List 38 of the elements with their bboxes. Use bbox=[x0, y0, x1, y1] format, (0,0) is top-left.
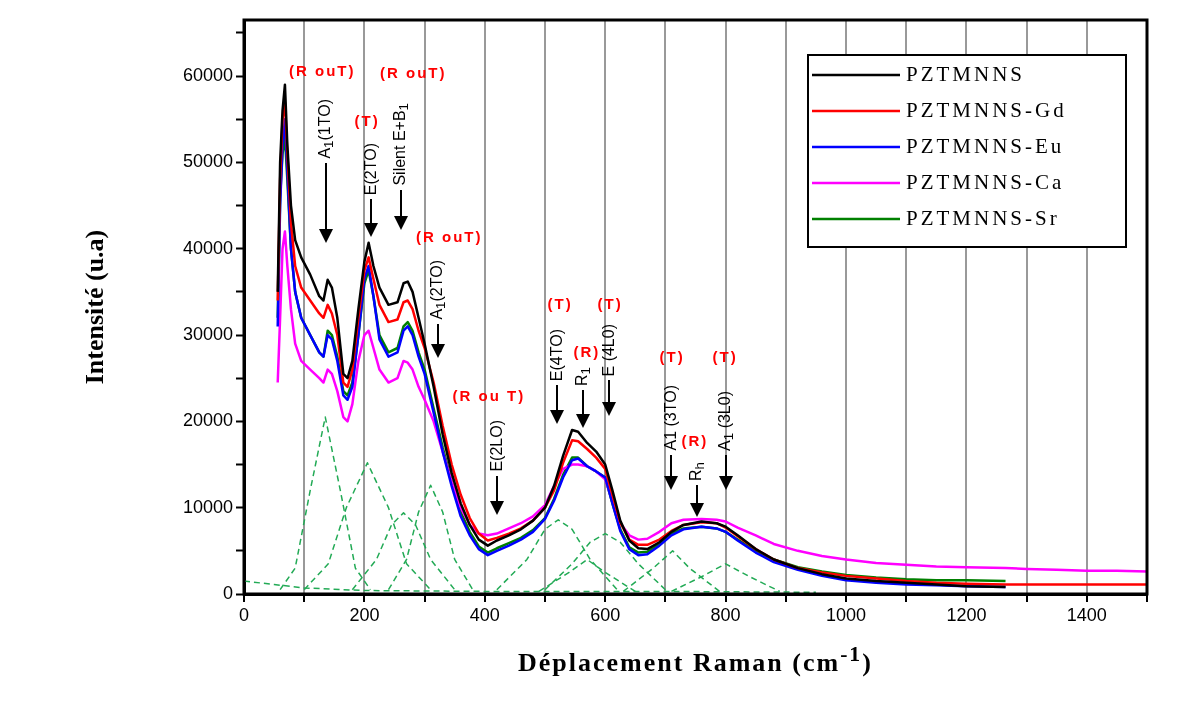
y-tick-label: 0 bbox=[222, 582, 233, 603]
y-tick-label: 40000 bbox=[182, 237, 233, 258]
annotation: (T) bbox=[712, 347, 738, 365]
annotation: E (4L0) bbox=[600, 324, 617, 377]
legend-label: PZTMNNS-Gd bbox=[906, 97, 1067, 122]
x-axis-title: Déplacement Raman (cm$^{-1}$) bbox=[518, 642, 873, 678]
annotation: (R ouT) bbox=[289, 61, 356, 79]
y-tick-label: 20000 bbox=[182, 410, 233, 431]
x-tick-label: 1400 bbox=[1066, 604, 1107, 625]
x-tick-label: 0 bbox=[238, 604, 250, 625]
y-tick-label: 60000 bbox=[182, 65, 233, 86]
annotation: (T) bbox=[547, 294, 573, 312]
annotation: (R ouT) bbox=[416, 227, 483, 245]
x-tick-label: 400 bbox=[469, 604, 500, 625]
annotation: (R ouT) bbox=[380, 63, 447, 81]
annotation: (R ou T) bbox=[452, 386, 526, 404]
annotation: (T) bbox=[597, 294, 623, 312]
x-tick-label: 200 bbox=[349, 604, 380, 625]
y-axis-title: Intensité (u.a) bbox=[79, 229, 110, 385]
x-tick-label: 1200 bbox=[946, 604, 987, 625]
legend-label: PZTMNNS bbox=[906, 61, 1026, 86]
annotation: E(4TO) bbox=[548, 329, 565, 382]
annotation: (R) bbox=[573, 342, 601, 360]
annotation: (T) bbox=[354, 111, 380, 129]
annotation: (R) bbox=[681, 431, 709, 449]
x-tick-label: 1000 bbox=[825, 604, 867, 625]
annotation: A1 (3TO) bbox=[662, 385, 679, 451]
annotation: E(2TO) bbox=[362, 143, 379, 196]
legend-label: PZTMNNS-Ca bbox=[906, 169, 1065, 194]
y-tick-label: 10000 bbox=[182, 496, 233, 517]
annotation: (T) bbox=[659, 347, 685, 365]
legend-label: PZTMNNS-Sr bbox=[906, 205, 1060, 230]
y-tick-label: 30000 bbox=[182, 324, 233, 345]
x-tick-label: 800 bbox=[710, 604, 741, 625]
legend-label: PZTMNNS-Eu bbox=[906, 133, 1065, 158]
x-tick-label: 600 bbox=[590, 604, 621, 625]
y-tick-label: 50000 bbox=[182, 151, 233, 172]
annotation: E(2LO) bbox=[488, 420, 505, 472]
